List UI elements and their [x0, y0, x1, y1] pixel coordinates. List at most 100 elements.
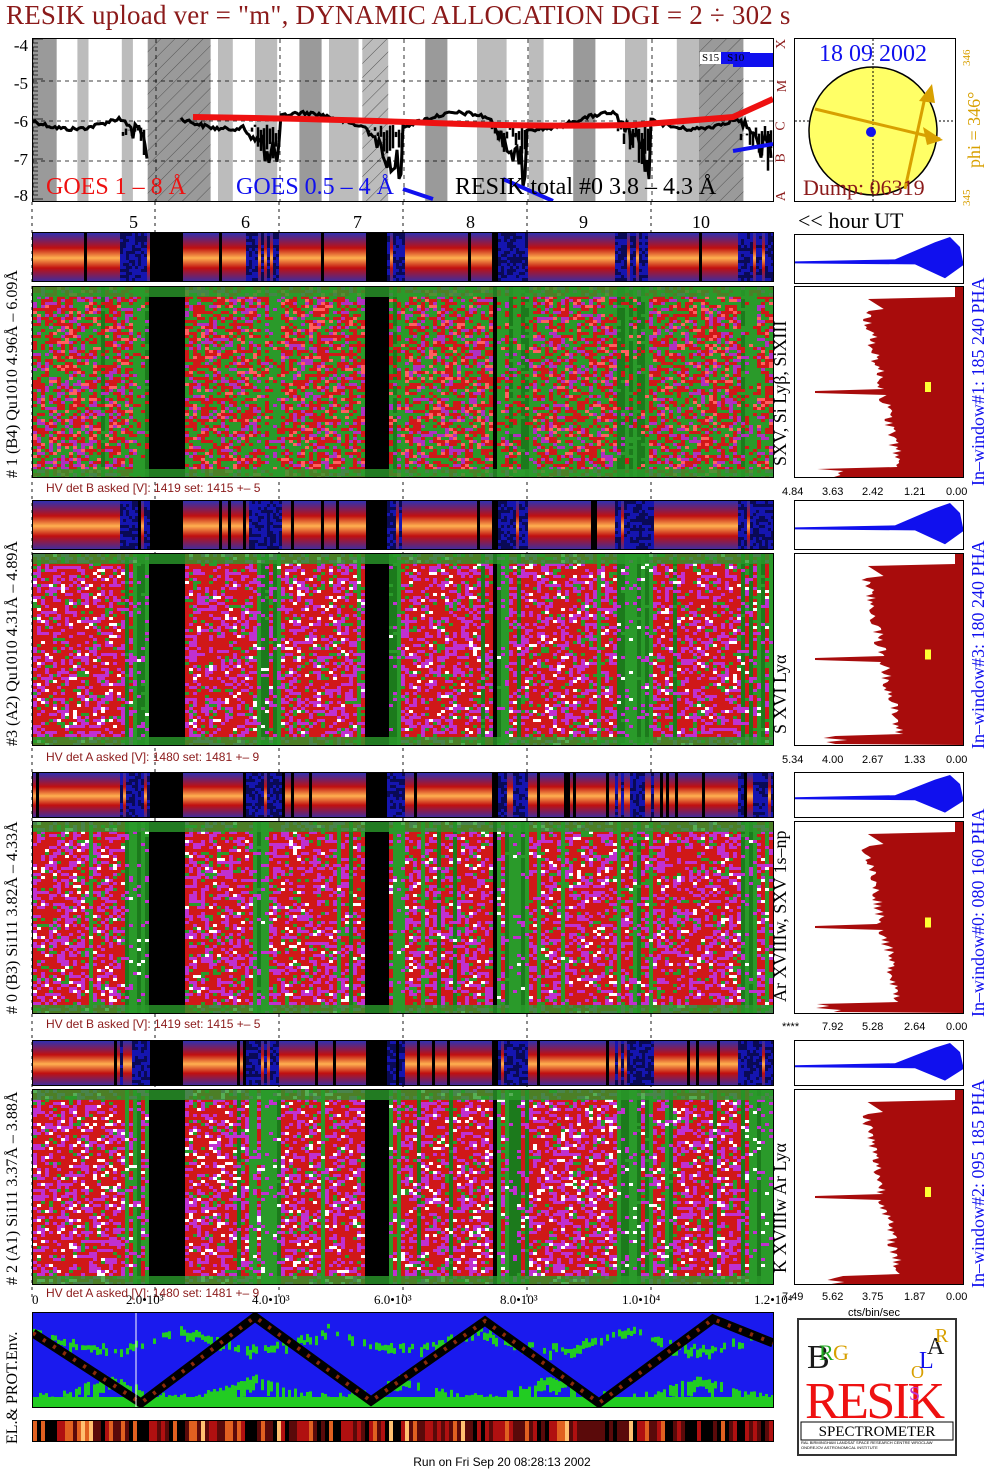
goes-class-label: C	[774, 121, 790, 130]
logo-letter-a: A	[927, 1334, 945, 1360]
time-tick: 2.0•10³	[126, 1292, 164, 1308]
profile-strip-plot	[795, 503, 963, 545]
logo-fine-print: RAL BIRMINGHAM LANDSAT SPACE RESEARCH CE…	[801, 1440, 951, 1454]
legend-s15: S15	[700, 52, 722, 64]
profile-strip-3	[794, 1040, 964, 1086]
hour-tick: 6	[241, 212, 250, 233]
page-title: RESIK upload ver = "m", DYNAMIC ALLOCATI…	[6, 0, 791, 31]
scale-tick: 1.33	[904, 754, 925, 766]
goes-class-label: X	[774, 39, 790, 49]
scale-tick: ****	[782, 1021, 799, 1033]
spectrum-strip-2	[32, 772, 774, 818]
goes-y-tick: -5	[0, 74, 28, 94]
spectrum-strip-plot	[33, 501, 773, 549]
time-tick: 6.0•10³	[374, 1292, 412, 1308]
profile-strip-plot	[795, 1043, 963, 1081]
scale-tick: 2.42	[862, 486, 883, 498]
goes054-legend: GOES 0.5 – 4 Å	[236, 174, 394, 201]
panel-left-label: # 2 (A1) Si111 3.37Å – 3.88Å	[4, 1092, 22, 1285]
hour-tick: 10	[692, 212, 710, 233]
hour-tick: 8	[466, 212, 475, 233]
hour-tick: 7	[353, 212, 362, 233]
logo-letter-b: B	[807, 1339, 830, 1376]
environment-plot	[33, 1313, 773, 1407]
profile-main-plot	[815, 287, 963, 477]
cts-label: cts/bin/sec	[848, 1307, 900, 1319]
scale-tick: 0.00	[946, 754, 967, 766]
panel-right-outer-label: In–window#2: 095 185 PHA	[968, 1079, 989, 1288]
scale-tick: 0.00	[946, 1021, 967, 1033]
scale-tick: 0.00	[946, 1291, 967, 1303]
hour-tick: 5	[129, 212, 138, 233]
resik-logo: B R G RESIK S O L A R SPECTROMETER RAL B…	[797, 1318, 957, 1456]
phi-small-bottom: 345	[961, 190, 973, 207]
panel-right-outer-label: In–window#3: 180 240 PHA	[968, 540, 989, 749]
spectrum-main-plot	[33, 554, 773, 745]
environment-strip-plot	[33, 1421, 773, 1441]
environment-panel	[32, 1312, 774, 1408]
profile-strip-1	[794, 500, 964, 550]
hv-text: HV det A asked [V]: 1480 set: 1481 +– 9	[46, 750, 259, 764]
spectrum-strip-1	[32, 500, 774, 550]
spectrum-strip-0	[32, 232, 774, 282]
profile-main-plot	[815, 554, 963, 745]
hour-tick: 9	[579, 212, 588, 233]
legend-s10: S10	[721, 52, 751, 64]
scale-tick: 2.67	[862, 754, 883, 766]
hv-text: HV det B asked [V]: 1419 set: 1415 +– 5	[46, 481, 260, 495]
scale-tick: 3.75	[862, 1291, 883, 1303]
profile-main-plot	[815, 822, 963, 1013]
scale-tick: 3.63	[822, 486, 843, 498]
env-label: EL.& PROT.Env.	[4, 1332, 22, 1444]
panel-right-outer-label: In–window#1: 185 240 PHA	[968, 277, 989, 486]
profile-main-0	[794, 286, 964, 478]
goes-y-tick: -7	[0, 150, 28, 170]
hv-text: HV det B asked [V]: 1419 set: 1415 +– 5	[46, 1017, 260, 1031]
spectrum-main-plot	[33, 287, 773, 477]
profile-strip-2	[794, 772, 964, 818]
environment-strip	[32, 1420, 774, 1442]
panel-left-label: # 1 (B4) Qu1010 4.96Å – 6.09Å	[4, 270, 22, 478]
goes-y-tick: -4	[0, 36, 28, 56]
goes-lightcurve-panel	[32, 38, 774, 202]
profile-main-2	[794, 821, 964, 1014]
resik-total-legend: RESIK total #0 3.8 – 4.3 Å	[455, 174, 716, 201]
spectrum-strip-plot	[33, 233, 773, 281]
logo-resik: RESIK	[805, 1373, 945, 1430]
profile-strip-plot	[795, 775, 963, 813]
time-tick: 0	[32, 1292, 39, 1308]
date-label: 18 09 2002	[819, 41, 927, 68]
logo-letter-o: O	[911, 1362, 924, 1382]
scale-tick: 1.21	[904, 486, 925, 498]
spectrum-main-3	[32, 1089, 774, 1285]
time-tick: 1.0•10⁴	[622, 1292, 660, 1308]
scale-tick: 4.84	[782, 486, 803, 498]
logo-letter-g: G	[833, 1340, 849, 1365]
hv-text: HV det A asked [V]: 1480 set: 1481 +– 9	[46, 1286, 259, 1300]
spectrum-main-plot	[33, 822, 773, 1013]
scale-tick: 5.28	[862, 1021, 883, 1033]
goes-y-tick: -8	[0, 186, 28, 206]
spectrum-main-plot	[33, 1090, 773, 1284]
logo-letter-r2: R	[935, 1325, 949, 1347]
scale-tick: 7.49	[782, 1291, 803, 1303]
profile-main-1	[794, 553, 964, 746]
panel-right-inner-label: SXV, Si Lyβ, SiXIII	[770, 321, 791, 466]
phi-small-top: 346	[961, 50, 973, 67]
panel-right-inner-label: S XVI Lyα	[770, 655, 791, 734]
time-tick: 4.0•10³	[252, 1292, 290, 1308]
phi-label: phi = 346°	[964, 92, 985, 168]
goes-lightcurve-plot	[33, 39, 773, 201]
profile-strip-plot	[795, 237, 963, 279]
sun-position-panel: 18 09 2002 Dump: 06319	[794, 38, 956, 202]
time-tick: 8.0•10³	[500, 1292, 538, 1308]
spectrum-strip-plot	[33, 1041, 773, 1085]
goes-y-tick: -6	[0, 112, 28, 132]
panel-right-inner-label: Ar XVIIIw, SXV 1s–np	[770, 831, 791, 1003]
goes-class-label: M	[775, 80, 791, 92]
hour-ut-label: << hour UT	[798, 208, 903, 234]
panel-right-inner-label: K XVIIIw Ar Lyα	[770, 1143, 791, 1273]
goes18-legend: GOES 1 – 8 Å	[46, 174, 186, 201]
scale-tick: 0.00	[946, 486, 967, 498]
logo-letter-s: S	[909, 1383, 920, 1405]
